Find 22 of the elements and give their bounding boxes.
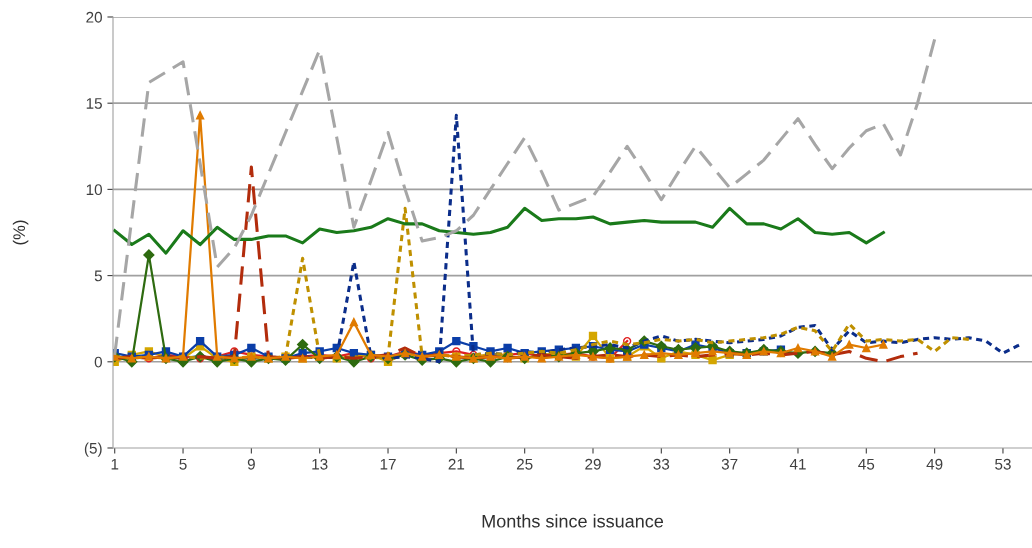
x-tick-label: 17: [380, 458, 396, 470]
x-tick-label: 13: [312, 458, 328, 470]
y-tick-label: 5: [94, 270, 102, 282]
x-tick-label: 49: [926, 458, 943, 470]
x-tick-label: 53: [995, 458, 1011, 470]
x-tick-label: 21: [448, 458, 465, 470]
x-tick-label: 29: [585, 458, 601, 470]
x-tick-label: 5: [179, 458, 187, 470]
y-tick-label: 0: [94, 356, 102, 368]
x-tick-label: 1: [111, 458, 119, 470]
y-tick-label: 10: [86, 184, 102, 196]
x-tick-label: 25: [516, 458, 533, 470]
x-tick-label: 37: [721, 458, 738, 470]
y-tick-label: (5): [84, 442, 102, 457]
y-tick-label: 15: [86, 98, 102, 109]
x-axis-title: Months since issuance: [482, 514, 664, 528]
y-tick-label: 20: [86, 11, 102, 23]
x-tick-label: 33: [653, 458, 670, 470]
x-tick-label: 9: [247, 458, 255, 470]
x-tick-label: 45: [858, 458, 875, 470]
y-axis-title: (%): [12, 220, 29, 245]
x-tick-label: 41: [789, 458, 806, 470]
